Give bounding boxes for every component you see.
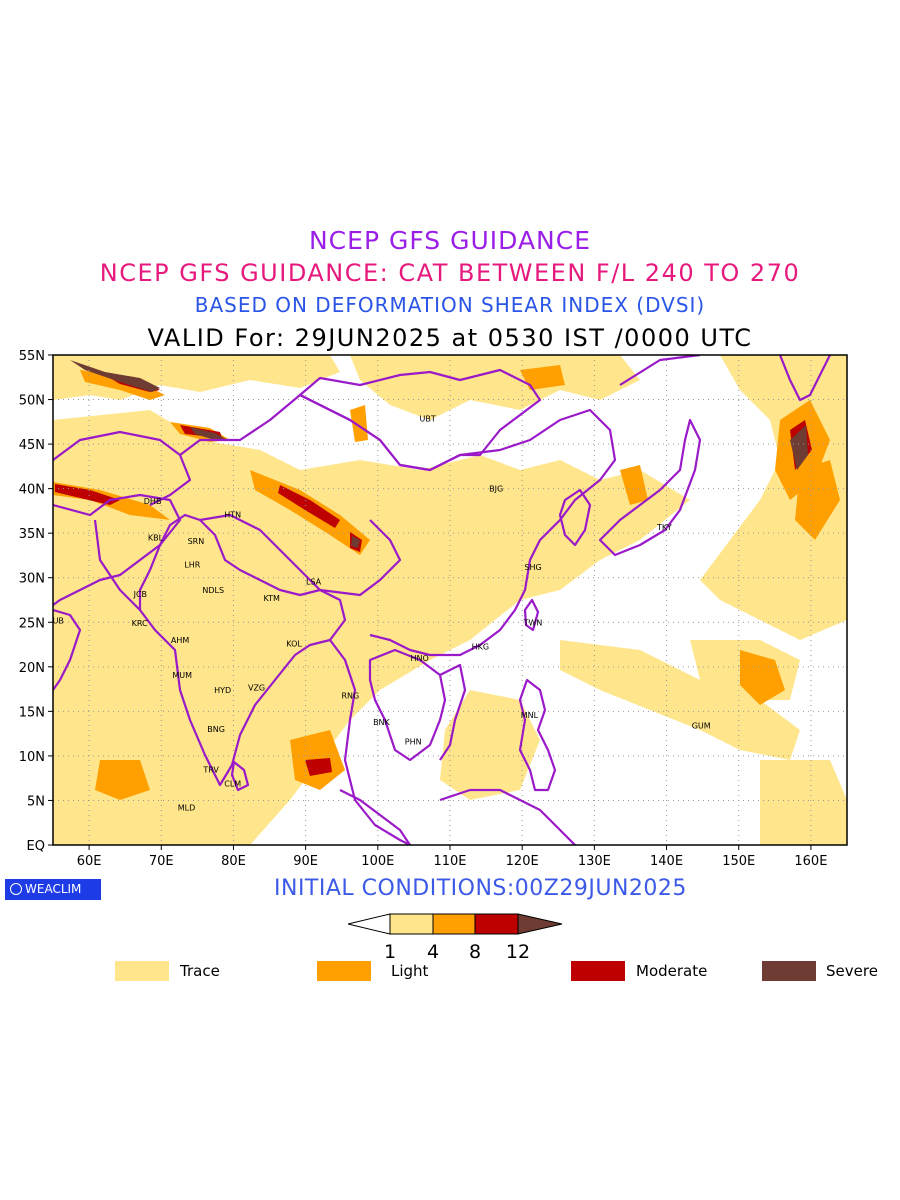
city-labels: UBT BJG TKY SHG TWN HKG HNO MNL GUM BNK PHN RNG KOL L… (46, 414, 711, 813)
lat-label: 55N (19, 349, 45, 364)
city-label-lhr: LHR (184, 560, 200, 569)
city-label-hno: HNO (411, 654, 429, 663)
title-method: BASED ON DEFORMATION SHEAR INDEX (DVSI) (194, 293, 706, 317)
initial-conditions: INITIAL CONDITIONS:00Z29JUN2025 (274, 876, 687, 901)
lon-label: 160E (794, 854, 827, 869)
city-label-hkg: HKG (472, 642, 489, 651)
lon-label: 120E (506, 854, 539, 869)
lon-label: 70E (149, 854, 174, 869)
city-label-bnk: BNK (373, 718, 390, 727)
lon-label: 80E (221, 854, 246, 869)
lat-label: 25N (19, 616, 45, 631)
city-label-clm: CLM (224, 780, 241, 789)
lat-label: 45N (19, 438, 45, 453)
city-label-ahm: AHM (171, 636, 189, 645)
lat-label: 50N (19, 394, 45, 409)
title-valid-time: VALID For: 29JUN2025 at 0530 IST /0000 U… (147, 324, 753, 352)
lon-label: 100E (361, 854, 394, 869)
axis-labels: 60E 70E 80E 90E 100E 110E 120E 130E 140E 150E 160E… (19, 349, 828, 869)
lat-label: 35N (19, 527, 45, 542)
weaclim-logo: WEACLIM (5, 879, 101, 900)
colorbar-tick-4: 4 (427, 941, 439, 963)
city-label-vzg: VZG (248, 683, 265, 692)
copyright-icon (10, 883, 22, 895)
city-label-mnl: MNL (521, 711, 539, 720)
legend-swatch-severe (762, 961, 816, 981)
city-label-mld: MLD (178, 804, 196, 813)
city-label-dhb: DHB (144, 497, 162, 506)
city-label-twn: TWN (523, 618, 543, 627)
city-label-dub: DUB (46, 616, 64, 625)
lon-label: 90E (293, 854, 318, 869)
city-label-tky: TKY (656, 523, 672, 532)
lat-label: 20N (19, 661, 45, 676)
city-label-krc: KRC (132, 619, 148, 628)
city-label-hyd: HYD (214, 686, 231, 695)
city-label-lsa: LSA (306, 577, 322, 586)
lat-label: 5N (27, 794, 45, 809)
lat-label: EQ (27, 839, 45, 854)
lon-label: 110E (433, 854, 466, 869)
city-label-phn: PHN (405, 738, 422, 747)
color-bar: 1 4 8 12 (347, 913, 563, 963)
legend-swatch-trace (115, 961, 169, 981)
colorbar-lower-triangle (347, 913, 391, 935)
city-label-bjg: BJG (489, 485, 503, 494)
logo-text: WEACLIM (25, 882, 82, 896)
colorbar-seg-moderate (474, 913, 519, 935)
colorbar-tick-8: 8 (469, 941, 481, 963)
city-label-ubt: UBT (420, 414, 436, 423)
city-label-jcb: JCB (133, 590, 147, 599)
city-label-trv: TRV (202, 765, 219, 774)
colorbar-tick-12: 12 (506, 941, 530, 963)
legend-swatch-light (317, 961, 371, 981)
colorbar-seg-trace (389, 913, 434, 935)
title-main: NCEP GFS GUIDANCE (308, 226, 591, 255)
lat-label: 10N (19, 750, 45, 765)
legend-label-light: Light (391, 962, 429, 980)
lat-label: 30N (19, 572, 45, 587)
lon-label: 60E (77, 854, 102, 869)
colorbar-upper-triangle (517, 913, 563, 935)
city-label-shg: SHG (524, 563, 541, 572)
legend-label-moderate: Moderate (636, 962, 707, 980)
city-label-gum: GUM (692, 722, 711, 731)
category-legend: Trace Light Moderate Severe (115, 961, 878, 981)
city-label-rng: RNG (342, 691, 360, 700)
axis-ticks (48, 354, 812, 850)
title-product: NCEP GFS GUIDANCE: CAT BETWEEN F/L 240 T… (99, 259, 801, 287)
city-label-bng: BNG (207, 725, 225, 734)
city-label-ndls: NDLS (202, 586, 224, 595)
colorbar-seg-light (432, 913, 476, 935)
legend-label-trace: Trace (179, 962, 220, 980)
legend-label-severe: Severe (826, 962, 878, 980)
city-label-ktm: KTM (263, 594, 280, 603)
country-boundaries (53, 355, 831, 845)
city-label-kbl: KBL (148, 534, 164, 543)
lat-lon-grid (53, 355, 847, 845)
city-label-kol: KOL (286, 640, 302, 649)
lat-label: 40N (19, 483, 45, 498)
lon-label: 130E (578, 854, 611, 869)
lon-label: 150E (722, 854, 755, 869)
lon-label: 140E (650, 854, 683, 869)
city-label-htn: HTN (224, 510, 241, 519)
city-label-srn: SRN (188, 537, 205, 546)
legend-swatch-moderate (571, 961, 625, 981)
city-label-mum: MUM (172, 671, 192, 680)
lat-label: 15N (19, 705, 45, 720)
colorbar-tick-1: 1 (384, 941, 396, 963)
